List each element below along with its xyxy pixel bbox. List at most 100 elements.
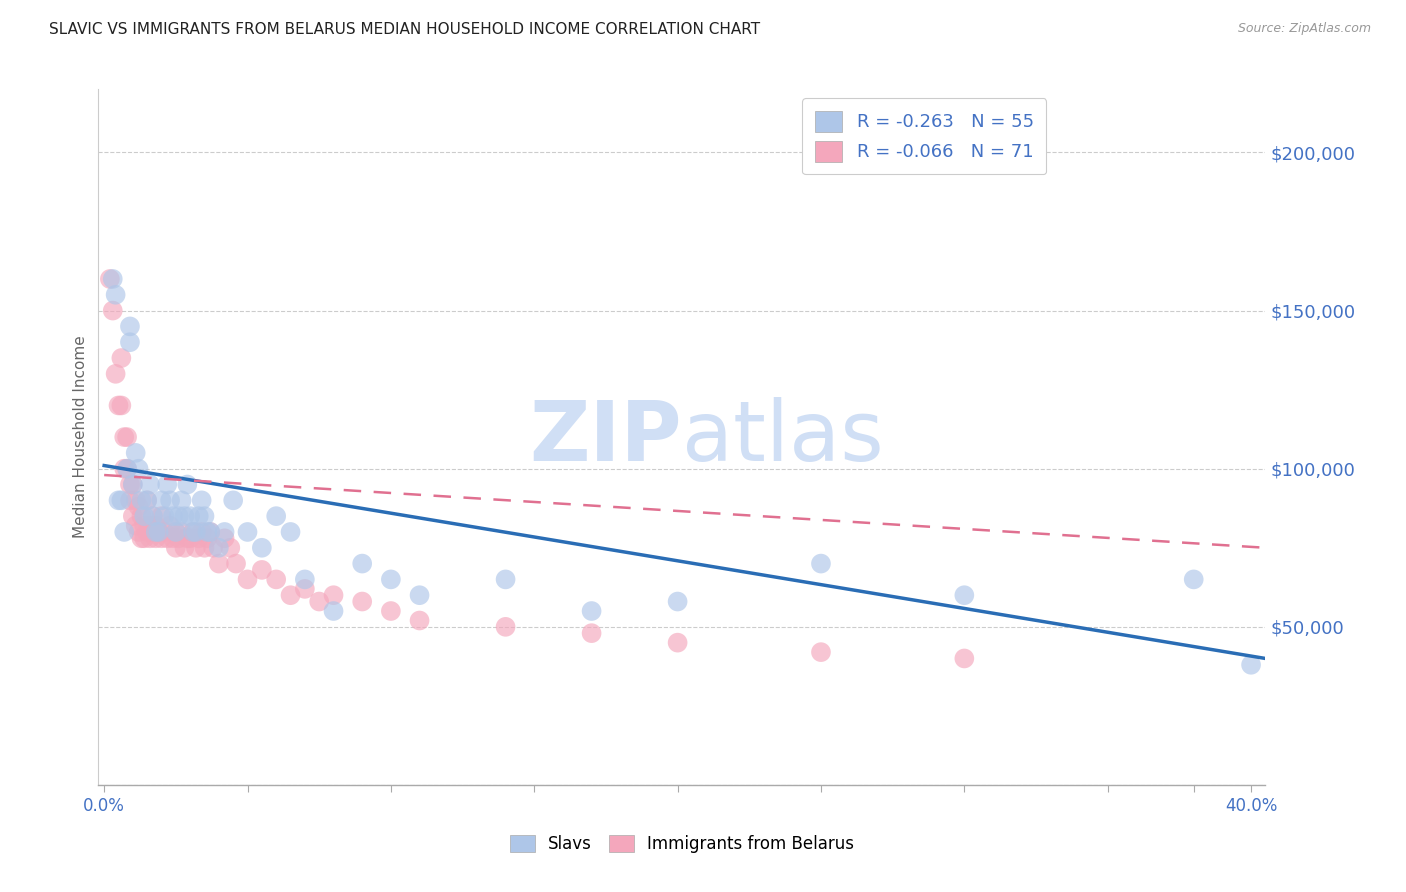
Point: [308, 594, 330, 608]
Point: [165, 524, 187, 539]
Point: [104, 367, 127, 381]
Point: [118, 493, 141, 508]
Point: [408, 588, 430, 602]
Point: [128, 461, 150, 475]
Point: [236, 573, 259, 587]
Point: [173, 509, 195, 524]
Text: ZIP: ZIP: [530, 397, 682, 477]
Point: [150, 493, 173, 508]
Point: [118, 335, 141, 350]
Point: [219, 541, 242, 555]
Point: [810, 557, 832, 571]
Point: [136, 524, 159, 539]
Text: Source: ZipAtlas.com: Source: ZipAtlas.com: [1237, 22, 1371, 36]
Point: [162, 509, 184, 524]
Point: [121, 477, 143, 491]
Point: [195, 531, 218, 545]
Point: [250, 541, 273, 555]
Point: [184, 541, 207, 555]
Point: [107, 493, 129, 508]
Point: [179, 531, 201, 545]
Point: [156, 477, 179, 491]
Point: [187, 531, 209, 545]
Point: [101, 303, 124, 318]
Point: [110, 493, 132, 508]
Point: [179, 509, 201, 524]
Point: [134, 531, 156, 545]
Point: [121, 509, 143, 524]
Point: [264, 573, 287, 587]
Point: [181, 524, 204, 539]
Point: [380, 604, 402, 618]
Point: [112, 430, 135, 444]
Text: SLAVIC VS IMMIGRANTS FROM BELARUS MEDIAN HOUSEHOLD INCOME CORRELATION CHART: SLAVIC VS IMMIGRANTS FROM BELARUS MEDIAN…: [49, 22, 761, 37]
Point: [125, 446, 148, 460]
Point: [408, 614, 430, 628]
Point: [142, 524, 165, 539]
Point: [110, 399, 132, 413]
Point: [145, 518, 167, 533]
Point: [1240, 657, 1263, 672]
Point: [136, 493, 159, 508]
Legend: Slavs, Immigrants from Belarus: Slavs, Immigrants from Belarus: [503, 829, 860, 860]
Point: [101, 272, 124, 286]
Point: [148, 524, 170, 539]
Point: [167, 509, 190, 524]
Point: [214, 524, 236, 539]
Point: [145, 524, 167, 539]
Point: [953, 588, 976, 602]
Point: [581, 626, 603, 640]
Point: [139, 518, 162, 533]
Point: [187, 509, 209, 524]
Point: [190, 524, 212, 539]
Point: [118, 477, 141, 491]
Point: [142, 509, 165, 524]
Point: [118, 319, 141, 334]
Point: [139, 531, 162, 545]
Point: [208, 557, 231, 571]
Point: [184, 524, 207, 539]
Point: [153, 524, 176, 539]
Point: [294, 573, 316, 587]
Point: [380, 573, 402, 587]
Point: [112, 461, 135, 475]
Point: [810, 645, 832, 659]
Point: [115, 461, 138, 475]
Point: [352, 557, 374, 571]
Point: [125, 493, 148, 508]
Point: [131, 531, 153, 545]
Point: [150, 509, 173, 524]
Y-axis label: Median Household Income: Median Household Income: [73, 335, 89, 539]
Point: [294, 582, 316, 596]
Point: [104, 287, 127, 301]
Point: [173, 541, 195, 555]
Point: [153, 509, 176, 524]
Point: [208, 541, 231, 555]
Point: [495, 573, 517, 587]
Point: [121, 477, 143, 491]
Point: [181, 524, 204, 539]
Point: [115, 461, 138, 475]
Point: [170, 524, 193, 539]
Point: [134, 509, 156, 524]
Point: [666, 635, 689, 649]
Point: [225, 557, 247, 571]
Point: [214, 531, 236, 545]
Point: [167, 531, 190, 545]
Point: [352, 594, 374, 608]
Point: [115, 430, 138, 444]
Point: [136, 493, 159, 508]
Point: [145, 531, 167, 545]
Point: [666, 594, 689, 608]
Point: [200, 524, 222, 539]
Point: [280, 524, 302, 539]
Point: [236, 524, 259, 539]
Point: [200, 524, 222, 539]
Point: [131, 493, 153, 508]
Point: [159, 493, 181, 508]
Text: atlas: atlas: [682, 397, 883, 477]
Point: [128, 500, 150, 514]
Point: [190, 493, 212, 508]
Point: [264, 509, 287, 524]
Point: [193, 509, 215, 524]
